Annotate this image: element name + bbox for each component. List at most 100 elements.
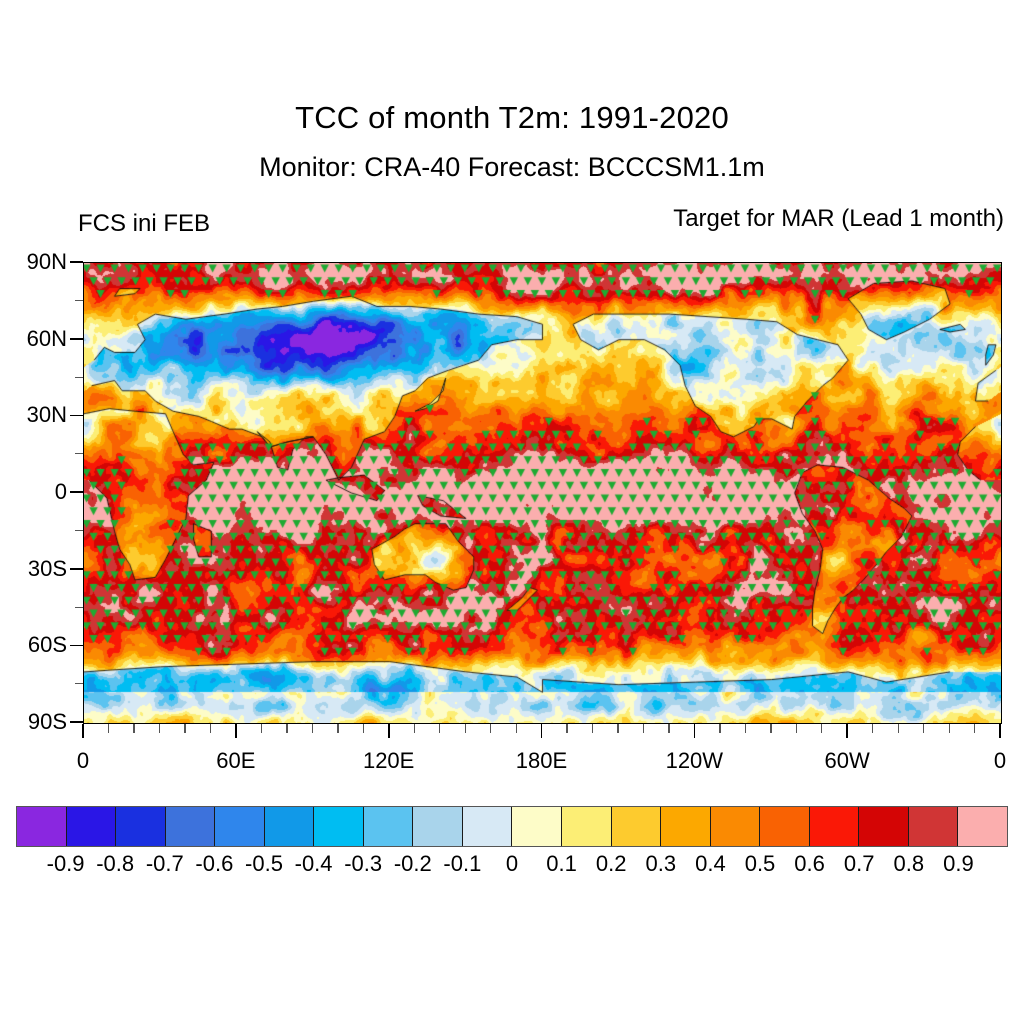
- page-title: TCC of month T2m: 1991-2020: [295, 100, 729, 135]
- x-major-tick: [693, 724, 696, 738]
- colorbar-tick-label: -0.6: [195, 851, 234, 876]
- y-minor-tick: [75, 683, 83, 685]
- colorbar-segment: [164, 807, 215, 846]
- x-minor-tick: [311, 724, 314, 733]
- colorbar-tick-label: -0.2: [393, 851, 432, 876]
- x-minor-tick: [209, 724, 212, 733]
- y-axis-label: 60N: [26, 325, 67, 351]
- x-axis-label: 180E: [515, 748, 568, 773]
- x-minor-tick: [719, 724, 721, 733]
- y-minor-tick: [75, 299, 83, 302]
- colorbar-segment: [412, 807, 462, 846]
- x-minor-tick: [795, 724, 798, 733]
- x-minor-tick: [260, 724, 263, 733]
- x-minor-tick: [974, 724, 976, 733]
- x-axis-label: 60W: [824, 748, 870, 773]
- x-axis-label: 0: [76, 748, 90, 773]
- y-major-tick: [70, 337, 83, 340]
- y-major-tick: [70, 567, 83, 570]
- map-plot-area: [83, 262, 1002, 724]
- y-axis-label: 30N: [26, 402, 67, 428]
- colorbar-segment: [957, 807, 1007, 846]
- y-minor-tick: [75, 376, 83, 378]
- x-minor-tick: [566, 724, 568, 733]
- y-minor-tick: [75, 529, 83, 532]
- colorbar-tick-label: -0.1: [443, 851, 482, 876]
- y-major-tick: [70, 491, 83, 493]
- x-axis-label: 120E: [362, 748, 415, 773]
- colorbar-segment: [214, 807, 264, 846]
- colorbar-tick-label: -0.8: [96, 851, 135, 876]
- colorbar-segment: [17, 807, 66, 846]
- colorbar-tick-label: 0.8: [893, 851, 925, 876]
- colorbar-segment: [115, 807, 165, 846]
- y-axis-label: 90S: [27, 709, 67, 734]
- colorbar-segment: [759, 807, 809, 846]
- colorbar-tick-label: -0.4: [294, 851, 333, 876]
- colorbar-segment: [907, 807, 958, 846]
- colorbar-tick-label: -0.9: [46, 851, 85, 876]
- x-axis-label: 60E: [216, 748, 256, 773]
- x-major-tick: [540, 724, 543, 738]
- y-axis-label: 0: [54, 479, 67, 504]
- x-minor-tick: [413, 724, 415, 733]
- y-minor-tick: [75, 453, 83, 455]
- colorbar-segment: [660, 807, 710, 846]
- colorbar-tick-label: 0.7: [843, 851, 875, 876]
- x-minor-tick: [872, 724, 874, 733]
- x-minor-tick: [158, 724, 161, 733]
- colorbar-tick-label: 0.2: [595, 851, 627, 876]
- significance-stipple-canvas: [84, 263, 1001, 723]
- x-minor-tick: [668, 724, 670, 733]
- x-minor-tick: [133, 724, 135, 733]
- x-minor-tick: [515, 724, 517, 733]
- colorbar-tick-label: 0.3: [645, 851, 677, 876]
- colorbar-tick-label: 0.6: [794, 851, 825, 876]
- colorbar-segment: [511, 807, 562, 846]
- colorbar-tick-label: 0.5: [744, 851, 776, 876]
- x-major-tick: [235, 724, 237, 738]
- x-minor-tick: [948, 724, 950, 733]
- x-major-tick: [387, 724, 390, 738]
- colorbar-segment: [313, 807, 363, 846]
- x-minor-tick: [439, 724, 441, 733]
- colorbar-swatches: [16, 806, 1008, 847]
- colorbar-segment: [610, 807, 661, 846]
- y-major-tick: [70, 261, 83, 263]
- x-minor-tick: [362, 724, 364, 733]
- y-major-tick: [70, 644, 83, 647]
- x-minor-tick: [337, 724, 339, 733]
- colorbar-tick-labels: -0.9 -0.8 -0.7 -0.6 -0.5 -0.4 -0.3 -0.2 -0.1 0 0.1…: [0, 851, 1024, 881]
- x-minor-tick: [184, 724, 186, 733]
- x-major-tick: [82, 724, 84, 738]
- colorbar-segment: [808, 807, 859, 846]
- x-minor-tick: [770, 724, 772, 733]
- x-minor-tick: [286, 724, 288, 733]
- colorbar-segment: [858, 807, 908, 846]
- colorbar-segment: [65, 807, 116, 846]
- x-axis-label: 0: [993, 748, 1007, 773]
- x-minor-tick: [923, 724, 925, 733]
- x-minor-tick: [490, 724, 492, 733]
- colorbar-tick-label: -0.5: [245, 851, 283, 876]
- x-axis-label: 120W: [665, 748, 724, 773]
- forecast-target-label: Target for MAR (Lead 1 month): [673, 205, 1004, 232]
- x-minor-tick: [744, 724, 747, 733]
- y-major-tick: [70, 414, 83, 417]
- x-minor-tick: [464, 724, 466, 733]
- colorbar: [16, 806, 1008, 847]
- colorbar-tick-label: 0.9: [943, 851, 974, 876]
- colorbar-tick-label: -0.7: [145, 851, 184, 876]
- colorbar-segment: [263, 807, 314, 846]
- x-minor-tick: [821, 724, 823, 733]
- y-axis-label: 30S: [27, 555, 67, 581]
- colorbar-tick-label: 0.1: [546, 851, 577, 876]
- colorbar-segment: [709, 807, 760, 846]
- colorbar-tick-label: 0: [505, 851, 519, 876]
- page-subtitle: Monitor: CRA-40 Forecast: BCCCSM1.1m: [259, 152, 765, 182]
- colorbar-segment: [561, 807, 611, 846]
- y-major-tick: [70, 721, 83, 723]
- colorbar-segment: [362, 807, 413, 846]
- y-axis-label: 90N: [26, 249, 67, 274]
- y-minor-tick: [75, 606, 83, 608]
